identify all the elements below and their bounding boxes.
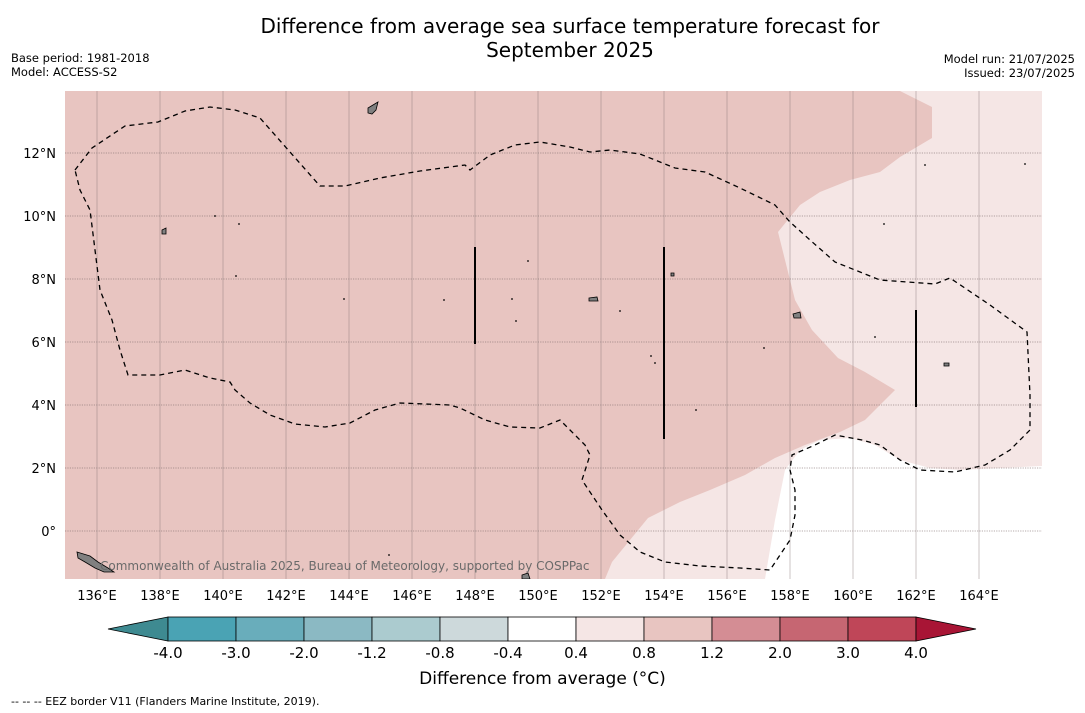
islands — [76, 101, 950, 579]
colorbar: -4.0 -3.0 -2.0 -1.2 -0.8 -0.4 0.4 0.8 1.2 2.0 3.0 4… — [107, 616, 977, 662]
colorbar-tick-label: -3.0 — [221, 644, 250, 662]
lon-label: 148°E — [455, 589, 495, 604]
colorbar-tick-label: 3.0 — [836, 644, 860, 662]
lat-label: 0° — [41, 525, 56, 540]
lat-label: 10°N — [23, 210, 56, 225]
colorbar-tick-label: -0.4 — [493, 644, 522, 662]
colorbar-cell — [303, 616, 373, 642]
eez-borders — [74, 106, 1031, 571]
issued-date: Issued: 23/07/2025 — [964, 66, 1075, 80]
colorbar-label: Difference from average (°C) — [0, 669, 1085, 689]
colorbar-cell — [575, 616, 645, 642]
colorbar-cell — [779, 616, 849, 642]
tiny-islands — [214, 163, 1026, 556]
meta-right: Model run: 21/07/2025 Issued: 23/07/2025 — [944, 52, 1075, 80]
colorbar-cells — [107, 616, 977, 642]
colorbar-tick-label: -4.0 — [153, 644, 182, 662]
chart-title: Difference from average sea surface temp… — [0, 14, 1085, 62]
lon-label: 144°E — [329, 589, 369, 604]
lon-label: 152°E — [581, 589, 621, 604]
meridians — [96, 91, 980, 579]
lon-label: 138°E — [140, 589, 180, 604]
colorbar-tick-label: 0.8 — [632, 644, 656, 662]
lon-label: 160°E — [833, 589, 873, 604]
lon-label: 154°E — [644, 589, 684, 604]
lon-label: 142°E — [266, 589, 306, 604]
colorbar-tick-label: 2.0 — [768, 644, 792, 662]
colorbar-tick-label: 1.2 — [700, 644, 724, 662]
lat-label: 6°N — [32, 336, 57, 351]
colorbar-extend-low — [107, 616, 169, 642]
colorbar-cell — [711, 616, 781, 642]
lon-label: 156°E — [707, 589, 747, 604]
lat-label: 4°N — [32, 399, 57, 414]
lat-label: 2°N — [32, 462, 57, 477]
colorbar-tick-label: -2.0 — [289, 644, 318, 662]
colorbar-cell — [167, 616, 237, 642]
meta-left: Base period: 1981-2018 Model: ACCESS-S2 — [11, 51, 150, 79]
lon-label: 150°E — [518, 589, 558, 604]
gridlines — [65, 152, 1042, 532]
lon-label: 158°E — [770, 589, 810, 604]
model-name: Model: ACCESS-S2 — [11, 65, 118, 79]
title-line-2: September 2025 — [486, 38, 654, 62]
colorbar-extend-high — [915, 616, 977, 642]
copyright-notice: Commonwealth of Australia 2025, Bureau o… — [100, 559, 590, 573]
base-period: Base period: 1981-2018 — [11, 51, 150, 65]
eez-border-west — [74, 106, 1031, 571]
latitude-labels: 12°N 10°N 8°N 6°N 4°N 2°N 0° — [23, 147, 56, 540]
warm-anomaly-region — [65, 91, 932, 579]
colorbar-cell — [235, 616, 305, 642]
lon-label: 136°E — [77, 589, 117, 604]
map-frame: Commonwealth of Australia 2025, Bureau o… — [65, 91, 1042, 579]
neutral-anomaly-region — [765, 438, 1042, 579]
colorbar-cell — [439, 616, 509, 642]
lon-label: 162°E — [896, 589, 936, 604]
colorbar-tick-label: -1.2 — [357, 644, 386, 662]
colorbar-tick-label: -0.8 — [425, 644, 454, 662]
lon-label: 146°E — [392, 589, 432, 604]
lon-label: 164°E — [959, 589, 999, 604]
colorbar-ticks: -4.0 -3.0 -2.0 -1.2 -0.8 -0.4 0.4 0.8 1.2 2.0 3.0 4… — [153, 644, 928, 662]
lat-label: 8°N — [32, 273, 57, 288]
colorbar-cell — [507, 616, 577, 642]
colorbar-tick-label: 0.4 — [564, 644, 588, 662]
title-line-1: Difference from average sea surface temp… — [260, 14, 880, 38]
colorbar-cell — [371, 616, 441, 642]
colorbar-tick-label: 4.0 — [904, 644, 928, 662]
marker-lines — [474, 247, 917, 439]
colorbar-cell — [643, 616, 713, 642]
colorbar-cell — [847, 616, 917, 642]
colorbar-label-text: Difference from average (°C) — [419, 669, 666, 689]
model-run: Model run: 21/07/2025 — [943, 52, 1075, 66]
longitude-labels: 136°E 138°E 140°E 142°E 144°E 146°E 148°… — [77, 589, 999, 604]
lon-label: 140°E — [203, 589, 243, 604]
footnote: -- -- -- EEZ border V11 (Flanders Marine… — [11, 695, 320, 708]
lat-label: 12°N — [23, 147, 56, 162]
